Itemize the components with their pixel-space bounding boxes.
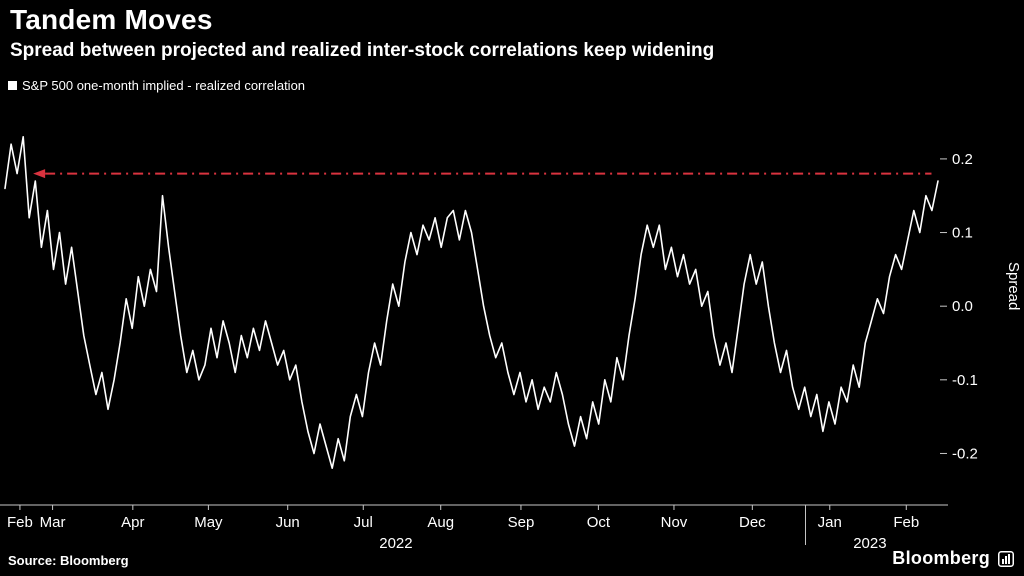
x-axis-month-label: Feb <box>893 514 919 531</box>
x-axis-month-label: May <box>194 514 223 531</box>
legend: S&P 500 one-month implied - realized cor… <box>8 78 305 93</box>
x-axis-year-label: 2023 <box>853 535 886 552</box>
x-axis-month-label: Mar <box>40 514 66 531</box>
legend-label: S&P 500 one-month implied - realized cor… <box>22 78 306 93</box>
y-axis-tick-label: -0.1 <box>952 372 978 389</box>
x-axis-month-label: Feb <box>7 514 33 531</box>
series-line <box>4 136 939 470</box>
bloomberg-wordmark: Bloomberg <box>892 548 990 568</box>
x-axis-month-label: Aug <box>427 514 454 531</box>
y-axis-tick-label: 0.0 <box>952 298 973 315</box>
y-axis-tick-label: -0.2 <box>952 445 978 462</box>
x-axis-month-label: Jan <box>818 514 842 531</box>
chart-title: Tandem Moves <box>10 4 213 35</box>
x-axis-month-label: Jun <box>276 514 300 531</box>
x-axis-month-label: Oct <box>587 514 611 531</box>
chart-subtitle: Spread between projected and realized in… <box>10 40 715 61</box>
x-axis-year-label: 2022 <box>379 535 412 552</box>
x-axis-month-label: Nov <box>661 514 688 531</box>
x-axis-month-label: Sep <box>508 514 535 531</box>
y-axis-label: Spread <box>1005 262 1022 311</box>
reference-left-arrow-icon <box>33 169 46 179</box>
bloomberg-logo-icon <box>998 551 1014 567</box>
x-axis-month-label: Dec <box>739 514 766 531</box>
y-axis-tick-label: 0.1 <box>952 225 973 242</box>
y-axis-tick-label: 0.2 <box>952 151 973 168</box>
x-axis-month-label: Apr <box>121 514 144 531</box>
legend-square-icon <box>8 81 17 90</box>
x-axis-month-label: Jul <box>354 514 373 531</box>
source-text: Source: Bloomberg <box>8 553 129 568</box>
